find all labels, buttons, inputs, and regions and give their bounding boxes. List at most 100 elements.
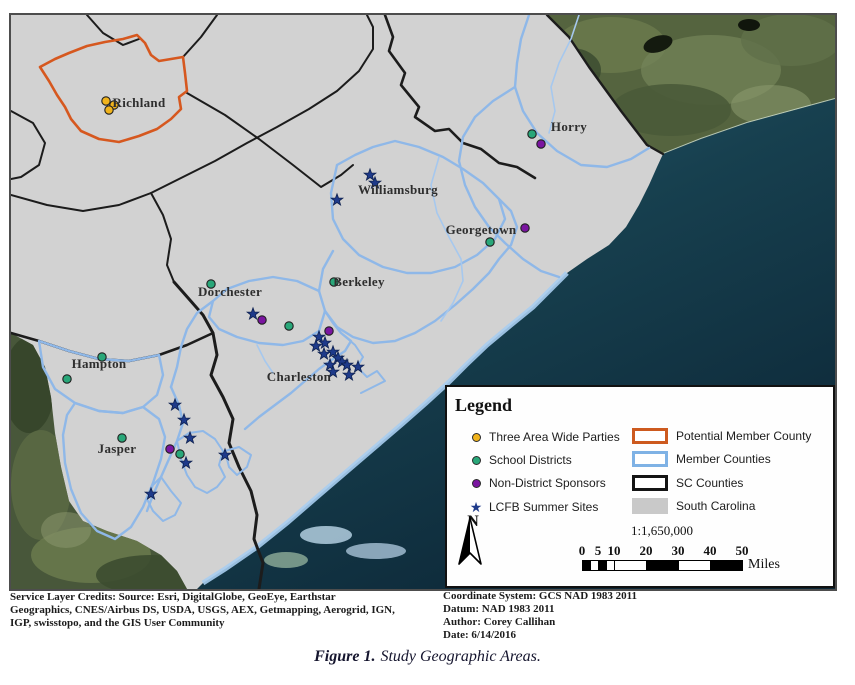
school-districts-marker: [206, 279, 216, 289]
county-labels: Richland Horry Williamsburg Georgetown Berke…: [72, 95, 587, 456]
lcfb-summer-sites-marker: [182, 430, 198, 444]
school-districts-marker: [527, 129, 537, 139]
non-district-sponsors-marker: [257, 315, 267, 325]
lcfb-summer-sites-marker: [143, 486, 159, 500]
legend-item-label: Non-District Sponsors: [489, 476, 606, 490]
lcfb-summer-sites-marker: [367, 175, 383, 189]
caption-text: Study Geographic Areas.: [380, 648, 541, 665]
legend-item-member-counties: Member Counties: [632, 449, 771, 469]
three-area-wide-parties-marker: [104, 105, 114, 115]
credits-line: Service Layer Credits: Source: Esri, Dig…: [10, 591, 336, 603]
county-label-horry: Horry: [551, 119, 587, 134]
rivers: [256, 15, 580, 374]
lcfb-summer-sites-marker: [341, 367, 357, 381]
lcfb-summer-sites-marker: [325, 364, 341, 378]
school-districts-marker: [62, 374, 72, 384]
scale-tick: 5: [594, 543, 602, 558]
south-carolina-swatch: [632, 498, 668, 514]
legend-item-lcfb-summer-sites: ★ LCFB Summer Sites: [463, 497, 599, 517]
school-districts-marker: [329, 277, 339, 287]
member-county-boundaries: [37, 15, 651, 541]
potential-member-county-outline: [38, 33, 189, 144]
lcfb-summer-sites-marker: [322, 357, 338, 371]
non-district-sponsors-marker: [324, 326, 334, 336]
county-label-jasper: Jasper: [98, 441, 137, 456]
map-metadata: Coordinate System: GCS NAD 1983 2011 Dat…: [443, 590, 843, 642]
credits-line: Geographics, CNES/Airbus DS, USDA, USGS,…: [10, 604, 395, 616]
lcfb-summer-sites-marker: [178, 455, 194, 469]
scale-bar: [582, 560, 743, 571]
school-districts-marker: [485, 237, 495, 247]
non-district-sponsors-marker: [165, 444, 175, 454]
county-label-dorchester: Dorchester: [198, 284, 262, 299]
scale-tick: 10: [607, 543, 621, 558]
lcfb-summer-sites-marker: [329, 192, 345, 206]
legend-item-label: LCFB Summer Sites: [489, 500, 599, 514]
legend-box: Legend Three Area Wide Parties School Di…: [445, 385, 835, 588]
county-label-richland: Richland: [113, 95, 166, 110]
lcfb-summer-sites-marker: [311, 329, 327, 343]
school-districts-marker: [117, 433, 127, 443]
service-layer-credits: Service Layer Credits: Source: Esri, Dig…: [10, 591, 440, 630]
scale-tick: 20: [639, 543, 653, 558]
scale-ratio: 1:1,650,000: [630, 523, 694, 538]
member-counties-swatch: [632, 451, 668, 467]
coastal-fringe: [201, 271, 569, 586]
legend-item-south-carolina: South Carolina: [632, 496, 755, 516]
county-label-hampton: Hampton: [72, 356, 127, 371]
marsh-patches: [264, 526, 406, 568]
lcfb-summer-sites-marker: [217, 447, 233, 461]
legend-item-three-area-wide-parties: Three Area Wide Parties: [463, 427, 620, 447]
credits-line: IGP, swisstopo, and the GIS User Communi…: [10, 617, 225, 629]
non-district-sponsors-icon: [463, 478, 489, 488]
legend-item-school-districts: School Districts: [463, 450, 572, 470]
sc-county-boundaries: [11, 15, 665, 589]
legend-item-non-district-sponsors: Non-District Sponsors: [463, 473, 606, 493]
legend-item-potential-member-county: Potential Member County: [632, 426, 811, 446]
school-districts-marker: [97, 352, 107, 362]
north-label: N: [467, 513, 479, 530]
school-districts-icon: [463, 455, 489, 465]
legend-item-label: SC Counties: [676, 476, 744, 490]
non-district-sponsors-marker: [520, 223, 530, 233]
potential-member-county-swatch: [632, 428, 668, 444]
county-label-williamsburg: Williamsburg: [358, 182, 438, 197]
caption-prefix: Figure 1.: [314, 648, 376, 665]
coordinate-system: Coordinate System: GCS NAD 1983 2011: [443, 590, 638, 602]
scale-unit: Miles: [748, 557, 780, 572]
three-area-wide-parties-marker: [101, 96, 111, 106]
county-label-georgetown: Georgetown: [446, 222, 517, 237]
north-arrow: N: [455, 513, 491, 565]
legend-title: Legend: [455, 395, 513, 415]
legend-item-label: South Carolina: [676, 499, 756, 513]
figure-caption: Figure 1. Study Geographic Areas.: [0, 648, 855, 666]
scale-tick: 30: [671, 543, 685, 558]
scale-tick-labels: 0 5 10 20 30 40 50: [447, 543, 833, 558]
lcfb-summer-sites-marker: [339, 357, 355, 371]
scale-tick: 50: [735, 543, 749, 558]
three-area-wide-parties-icon: [463, 432, 489, 442]
site-markers: [62, 96, 546, 500]
scale-tick: 40: [703, 543, 717, 558]
legend-item-label: Three Area Wide Parties: [489, 430, 620, 444]
lcfb-summer-sites-marker: [245, 306, 261, 320]
lcfb-summer-sites-marker: [325, 344, 341, 358]
datum: Datum: NAD 1983 2011: [443, 603, 555, 615]
lcfb-summer-sites-marker: [350, 359, 366, 373]
lcfb-summer-sites-marker: [317, 335, 333, 349]
map-canvas: Richland Horry Williamsburg Georgetown Berke…: [9, 13, 837, 591]
date: Date: 6/14/2016: [443, 629, 517, 641]
county-label-charleston: Charleston: [267, 369, 332, 384]
lcfb-summer-sites-marker: [167, 397, 183, 411]
non-district-sponsors-marker: [536, 139, 546, 149]
school-districts-marker: [175, 449, 185, 459]
north-arrow-icon: [458, 517, 482, 565]
legend-item-sc-counties: SC Counties: [632, 473, 743, 493]
author: Author: Corey Callihan: [443, 616, 556, 628]
star-icon: ★: [469, 499, 483, 515]
legend-item-label: Member Counties: [676, 452, 771, 466]
scale-tick: 0: [578, 543, 586, 558]
lcfb-summer-sites-marker: [308, 338, 324, 352]
lcfb-summer-sites-marker: [316, 346, 332, 360]
